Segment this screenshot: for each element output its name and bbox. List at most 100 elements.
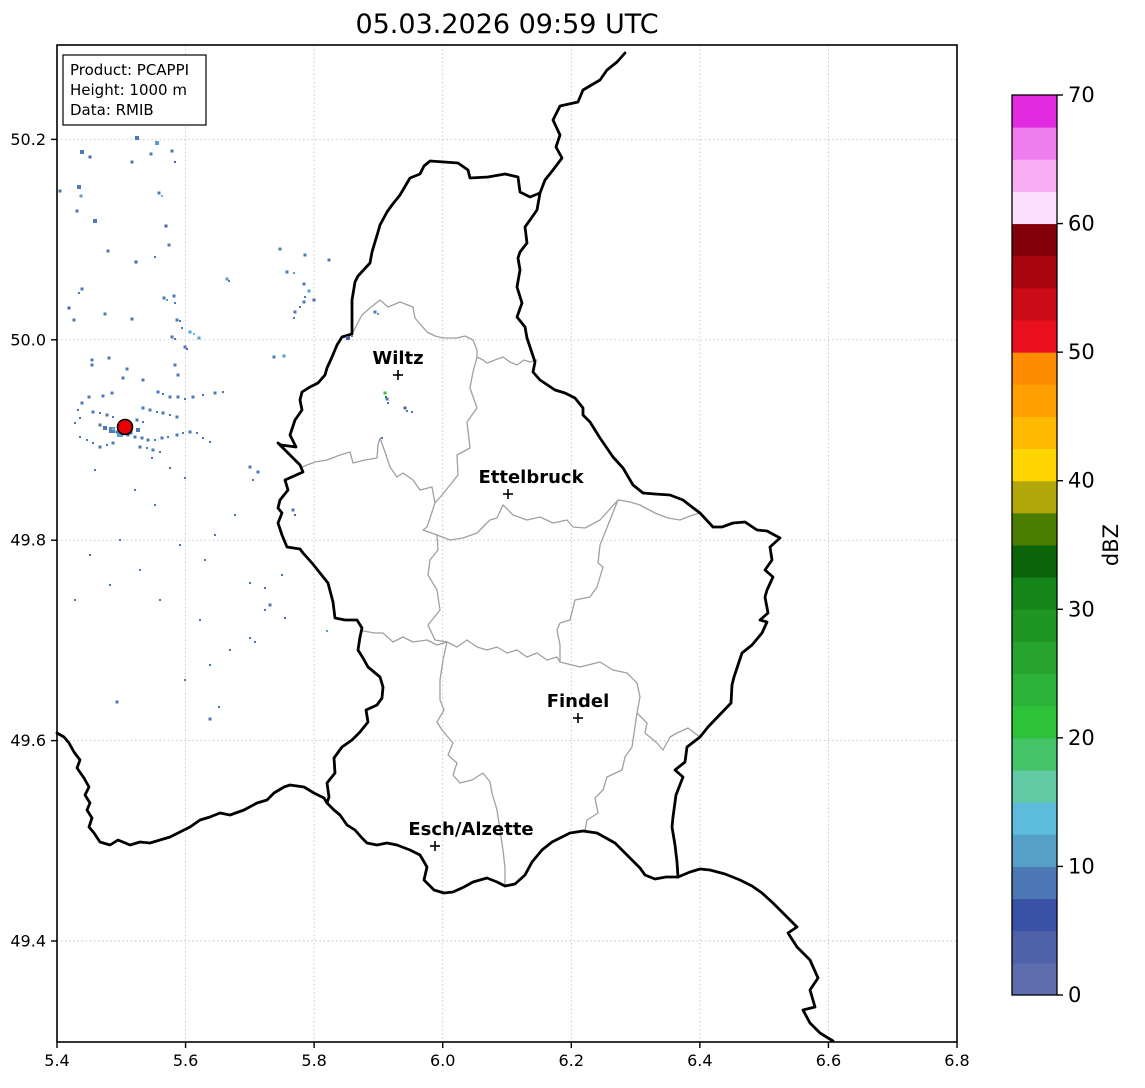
- colorbar-cell: [1012, 802, 1057, 835]
- radar-echo-pixel: [119, 539, 121, 541]
- country-border: [676, 867, 835, 1043]
- x-tick-label: 5.4: [44, 1051, 69, 1070]
- country-border: [515, 191, 782, 879]
- radar-echo-pixel: [204, 559, 206, 561]
- radar-echo-pixel: [161, 411, 165, 415]
- info-box-line-product: Product: PCAPPI: [70, 61, 189, 79]
- radar-echo-pixel: [202, 437, 204, 439]
- colorbar-ticks: 0 10 20 30 40 50 60 70: [1057, 83, 1095, 1007]
- radar-echo-pixel: [156, 390, 160, 394]
- radar-echo-pixel: [179, 544, 181, 546]
- y-axis-ticks: 50.2 50.0 49.8 49.6 49.4: [10, 130, 57, 951]
- radar-echo-pixel: [141, 406, 145, 410]
- colorbar-cell: [1012, 320, 1057, 353]
- radar-echo-pixel: [117, 431, 123, 437]
- colorbar: [1012, 95, 1057, 996]
- radar-echo-pixel: [182, 432, 184, 434]
- radar-echo-pixel: [411, 411, 413, 413]
- radar-echo-pixel: [234, 514, 236, 516]
- district-border: [434, 356, 478, 504]
- radar-echo-pixel: [184, 477, 186, 479]
- district-border: [559, 661, 701, 751]
- colorbar-cell: [1012, 641, 1057, 675]
- radar-echo-pixel: [172, 294, 176, 298]
- radar-echo-pixel: [229, 649, 231, 651]
- colorbar-cell: [1012, 866, 1057, 900]
- radar-echo-pixel: [157, 191, 161, 195]
- radar-echo-pixel: [209, 441, 211, 443]
- radar-echo-pixel: [252, 479, 254, 481]
- y-tick-label: 49.4: [10, 932, 46, 951]
- district-border: [427, 534, 448, 643]
- radar-echo-pixel: [293, 272, 295, 274]
- radar-echo-pixel: [140, 436, 144, 440]
- radar-echo-pixel: [149, 152, 153, 156]
- radar-echo-pixel: [106, 444, 108, 446]
- city-label: Findel: [547, 691, 610, 712]
- radar-echo-pixel: [285, 270, 289, 274]
- radar-echo-pixel: [299, 306, 301, 308]
- radar-echo-pixel: [174, 302, 176, 304]
- radar-echo-pixel: [387, 402, 389, 404]
- radar-echo-pixel: [346, 336, 350, 340]
- radar-echo-pixel: [91, 410, 95, 414]
- radar-echo-pixel: [142, 421, 144, 423]
- radar-echo-pixel: [304, 296, 306, 298]
- colorbar-cell: [1012, 480, 1057, 514]
- info-box: Product: PCAPPI Height: 1000 m Data: RMI…: [62, 54, 207, 126]
- radar-echo-pixel: [293, 310, 297, 314]
- radar-echo-pixel: [302, 282, 306, 286]
- radar-echo-pixel: [179, 320, 181, 322]
- radar-echo-pixel: [403, 406, 407, 410]
- radar-echo-pixel: [130, 317, 134, 321]
- radar-echo-pixel: [136, 428, 140, 432]
- colorbar-tick-label: 40: [1068, 469, 1095, 493]
- radar-echo-pixel: [294, 514, 296, 516]
- radar-echo-pixel: [103, 426, 107, 430]
- radar-echo-pixel: [326, 630, 328, 632]
- colorbar-label: dBZ: [1099, 524, 1123, 566]
- radar-echo-pixel: [151, 457, 153, 459]
- radar-echo-pixel: [302, 300, 306, 304]
- x-tick-label: 5.8: [301, 1051, 326, 1070]
- country-border: [55, 731, 329, 847]
- colorbar-tick-label: 50: [1068, 340, 1095, 364]
- radar-echo-pixel: [228, 280, 230, 282]
- radar-echo-pixel: [125, 367, 129, 371]
- radar-echo-pixel: [74, 599, 76, 601]
- radar-echo-pixel: [385, 396, 387, 398]
- radar-echo-pixel: [110, 391, 114, 395]
- radar-echo-pixel: [80, 150, 84, 154]
- y-tick-label: 49.6: [10, 731, 46, 750]
- radar-echo-pixel: [79, 194, 83, 198]
- radar-echo-pixel: [406, 410, 408, 412]
- radar-echo-pixel: [209, 664, 211, 666]
- y-tick-label: 50.0: [10, 330, 46, 349]
- colorbar-cell: [1012, 95, 1057, 128]
- radar-echo-pixel: [293, 317, 295, 319]
- radar-echo-pixel: [134, 260, 138, 264]
- radar-echo-pixel: [126, 433, 130, 437]
- radar-echo-pixel: [256, 470, 260, 474]
- radar-echo-pixel: [80, 287, 84, 291]
- radar-echo-pixel: [174, 338, 176, 340]
- radar-echo-pixel: [111, 441, 115, 445]
- radar-echo-pixel: [166, 299, 168, 301]
- radar-echo-pixel: [291, 508, 295, 512]
- y-tick-label: 50.2: [10, 130, 46, 149]
- radar-site-dot: [116, 418, 134, 436]
- radar-echo-pixel: [94, 469, 96, 471]
- radar-echo-pixel: [109, 584, 111, 586]
- x-axis-ticks: 5.4 5.6 5.8 6.0 6.2 6.4 6.6 6.8: [44, 1042, 970, 1070]
- radar-echo-pixel: [77, 409, 79, 411]
- radar-echo-pixel: [98, 423, 102, 427]
- radar-echo-pixel: [199, 619, 201, 621]
- city-label: Wiltz: [372, 348, 423, 369]
- radar-echo-pixel: [72, 318, 76, 322]
- radar-echo-pixel: [155, 141, 159, 145]
- radar-echo-pixel: [74, 422, 76, 424]
- radar-echo-pixel: [164, 224, 168, 228]
- radar-echo-pixel: [154, 256, 156, 258]
- radar-echo-pixel: [188, 330, 192, 334]
